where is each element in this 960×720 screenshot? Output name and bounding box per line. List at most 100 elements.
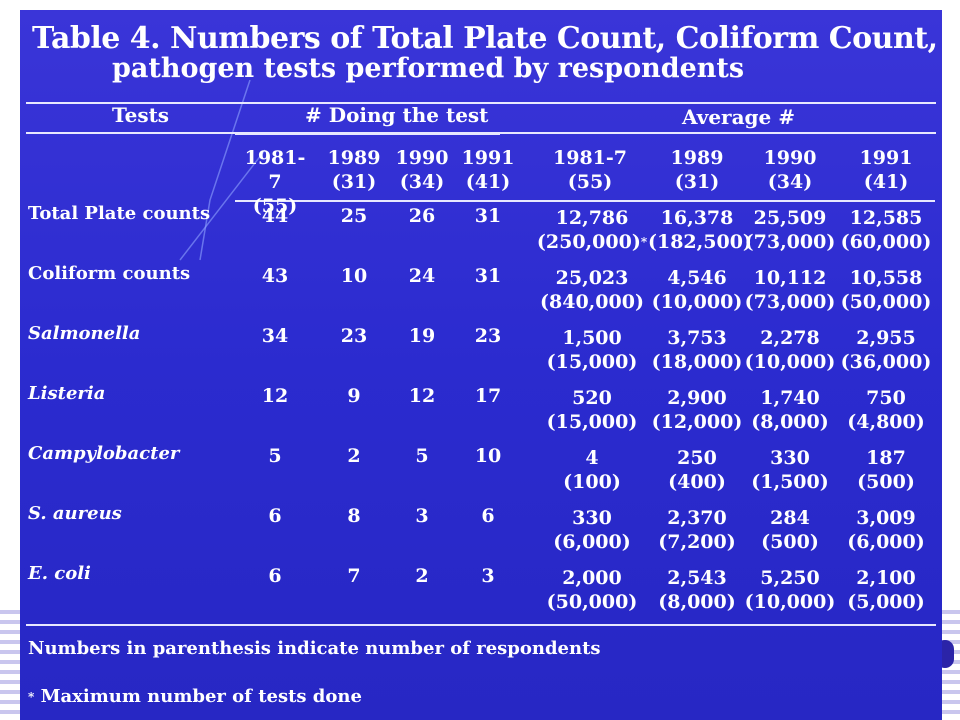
avg-cell: 4,546 (10,000) [648,266,746,314]
avg-cell: 2,543 (8,000) [648,566,746,614]
avg-respondents: (10,000) [651,291,743,313]
footnote-respondents: Numbers in parenthesis indicate number o… [28,638,601,659]
avg-value: 25,023 [555,267,629,289]
avg-cell: 330 (6,000) [536,506,648,554]
avg-cell: 750 (4,800) [836,386,936,434]
rule-under-header [26,132,936,134]
avg-value: 284 [770,507,810,529]
avg-cell: 2,900 (12,000) [648,386,746,434]
year-n: (55) [567,171,613,193]
avg-respondents: (6,000) [553,531,631,553]
year-label: 1991 [461,147,515,169]
avg-respondents: (5,000) [847,591,925,613]
avg-value: 1,500 [562,327,622,349]
avg-value: 16,378 [660,207,734,229]
pen-scribble [179,80,266,261]
avg-cell: 3,009 (6,000) [836,506,936,554]
doing-cell: 23 [340,325,368,347]
avg-value: 2,000 [562,567,622,589]
avg-value: 4 [585,447,599,469]
year-n: (34) [399,171,445,193]
row-label: Total Plate counts [28,203,211,224]
year-n: (34) [767,171,813,193]
year-n: (31) [674,171,720,193]
avg-respondents: (8,000) [751,411,829,433]
avg-value: 2,100 [856,567,916,589]
row-label: Listeria [28,383,106,404]
avg-value: 10,558 [849,267,923,289]
avg-respondents: (4,800) [847,411,925,433]
avg-cell: 284 (500) [744,506,836,554]
rule-under-years [235,200,935,202]
avg-respondents: (250,000)* [536,231,648,253]
doing-cell: 10 [340,265,368,287]
avg-respondents: (15,000) [546,411,638,433]
avg-cell: 187 (500) [836,446,936,494]
avg-cell: 2,000 (50,000) [536,566,648,614]
avg-respondents: (7,200) [658,531,736,553]
year-header: 1981-7 (55) [240,146,310,218]
doing-cell: 3 [415,505,429,527]
avg-cell: 1,500 (15,000) [536,326,648,374]
avg-cell: 12,585 (60,000) [836,206,936,254]
avg-respondents: (50,000) [840,291,932,313]
doing-cell: 5 [268,445,282,467]
avg-cell: 250 (400) [648,446,746,494]
doing-cell: 31 [474,205,502,227]
avg-value: 3,009 [856,507,916,529]
header-average: Average # [682,105,795,129]
avg-respondents: (100) [563,471,621,493]
avg-value: 750 [866,387,906,409]
doing-cell: 44 [261,205,289,227]
avg-cell: 10,112 (73,000) [744,266,836,314]
doing-cell: 6 [481,505,495,527]
avg-cell: 12,786 (250,000)* [536,206,648,254]
doing-cell: 19 [408,325,436,347]
asterisk-mark: * [640,235,648,249]
avg-value: 5,250 [760,567,820,589]
doing-cell: 17 [474,385,502,407]
year-n: (41) [863,171,909,193]
avg-cell: 5,250 (10,000) [744,566,836,614]
avg-respondents: (8,000) [658,591,736,613]
avg-respondents: (15,000) [546,351,638,373]
doing-cell: 3 [481,565,495,587]
doing-cell: 31 [474,265,502,287]
avg-cell: 1,740 (8,000) [744,386,836,434]
avg-respondents: (6,000) [847,531,925,553]
year-header: 1990 (34) [744,146,836,194]
avg-respondents: (10,000) [744,351,836,373]
year-label: 1981-7 [244,147,306,193]
avg-respondents: (1,500) [751,471,829,493]
avg-value: 1,740 [760,387,820,409]
year-header: 1990 (34) [390,146,454,194]
year-n: (41) [465,171,511,193]
doing-cell: 26 [408,205,436,227]
avg-value: 330 [770,447,810,469]
avg-cell: 2,370 (7,200) [648,506,746,554]
doing-cell: 34 [261,325,289,347]
avg-cell: 16,378 (182,500) [648,206,752,254]
rule-top [26,102,936,104]
avg-respondents: (12,000) [651,411,743,433]
avg-respondents: (18,000) [651,351,743,373]
avg-value: 520 [572,387,612,409]
avg-cell: 25,023 (840,000) [536,266,648,314]
footnote-maximum-text: Maximum number of tests done [40,686,362,707]
doing-cell: 5 [415,445,429,467]
avg-respondents: (60,000) [840,231,932,253]
footnote-asterisk: * [28,690,35,704]
doing-cell: 23 [474,325,502,347]
avg-value: 330 [572,507,612,529]
avg-value: 25,509 [753,207,827,229]
avg-respondents: (50,000) [546,591,638,613]
avg-value: 3,753 [667,327,727,349]
year-label: 1989 [670,147,724,169]
doing-cell: 6 [268,505,282,527]
year-header: 1991 (41) [836,146,936,194]
year-header: 1981-7 (55) [540,146,640,194]
doing-cell: 24 [408,265,436,287]
year-n: (31) [331,171,377,193]
row-label: Salmonella [28,323,141,344]
avg-respondents: (73,000) [744,231,836,253]
